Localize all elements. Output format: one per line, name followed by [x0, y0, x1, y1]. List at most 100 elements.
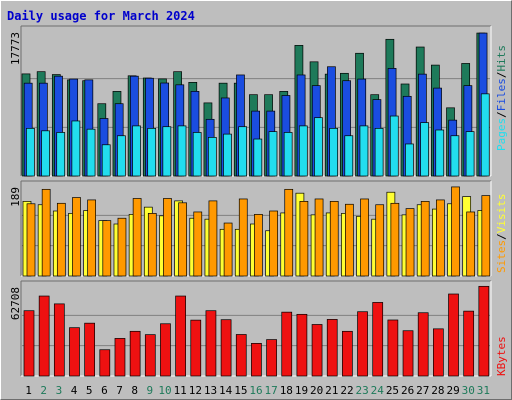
pages-bar [420, 122, 429, 177]
sites-bar [193, 211, 203, 277]
pages-bar [101, 144, 111, 177]
pages-bar [389, 115, 399, 177]
day-label: 8 [131, 384, 138, 397]
sites-visits-legend: Sites/Visits [495, 194, 508, 274]
day-label: 18 [280, 384, 293, 397]
sites-bar [420, 201, 430, 277]
chart-title: Daily usage for March 2024 [7, 9, 195, 23]
pages-bar [283, 132, 293, 177]
pages-bar [132, 125, 141, 177]
pages-bar [117, 135, 126, 177]
kbytes-bar [235, 334, 247, 377]
pages-bar [253, 138, 263, 177]
day-label: 12 [189, 384, 202, 397]
kbytes-bar [342, 330, 353, 377]
kbytes-bar [433, 328, 444, 377]
sites-bar [329, 201, 339, 277]
kbytes-bar [175, 295, 186, 377]
kbytes-bar [23, 310, 35, 377]
kbytes-bar [402, 330, 414, 377]
day-label: 7 [116, 384, 123, 397]
sites-bar [72, 197, 81, 277]
sites-ymax-label: 189 [9, 187, 22, 207]
sites-bar [163, 198, 172, 277]
day-label: 28 [431, 384, 444, 397]
pages-bar [465, 131, 475, 177]
kbytes-bar [311, 324, 323, 377]
day-label: 2 [40, 384, 47, 397]
sites-bar [360, 198, 369, 277]
day-label: 26 [401, 384, 414, 397]
sites-bar [132, 198, 142, 277]
kbytes-bar [144, 334, 156, 377]
day-label: 24 [371, 384, 385, 397]
kbytes-bar [463, 310, 475, 377]
sites-bar [56, 202, 66, 277]
pages-bar [147, 128, 157, 177]
day-label: 5 [86, 384, 93, 397]
pages-bar [207, 137, 217, 177]
sites-bar [41, 188, 51, 277]
pages-bar [450, 135, 460, 177]
kbytes-bar [69, 327, 80, 377]
pages-bar [71, 120, 81, 177]
kbytes-bar [417, 312, 429, 377]
day-label: 6 [101, 384, 108, 397]
day-label: 16 [249, 384, 262, 397]
kbytes-legend: KBytes [495, 336, 508, 376]
day-label: 3 [56, 384, 63, 397]
kbytes-bar [448, 293, 459, 377]
pages-bar [374, 128, 384, 177]
sites-bar [314, 198, 324, 277]
day-label: 10 [158, 384, 171, 397]
day-label: 25 [386, 384, 399, 397]
kbytes-bar [296, 313, 308, 377]
pages-bar [162, 126, 172, 177]
day-label: 9 [147, 384, 154, 397]
day-label: 27 [416, 384, 429, 397]
day-label: 19 [295, 384, 308, 397]
sites-bar [26, 203, 36, 277]
day-label: 15 [234, 384, 247, 397]
kbytes-bar [129, 330, 141, 377]
kbytes-bar [281, 311, 293, 377]
kbytes-bar [220, 319, 232, 377]
day-label: 22 [340, 384, 353, 397]
sites-bar [390, 202, 400, 277]
day-label: 17 [265, 384, 278, 397]
kbytes-bar [357, 311, 368, 377]
sites-bar [254, 214, 263, 277]
sites-bar [466, 211, 476, 277]
kbytes-bar [99, 349, 111, 377]
pages-bar [298, 125, 308, 177]
pages-bar [435, 129, 445, 177]
pages-bar [314, 117, 323, 177]
kbytes-bar [38, 295, 50, 377]
day-label: 1 [25, 384, 32, 397]
kbytes-bar [266, 339, 277, 377]
pages-bar [86, 128, 96, 177]
pages-bar [238, 126, 248, 177]
pages-bar [41, 130, 50, 177]
sites-bar [178, 202, 187, 277]
pages-bar [268, 131, 278, 177]
day-label: 30 [462, 384, 475, 397]
sites-bar [238, 198, 248, 277]
kbytes-bar [84, 322, 95, 377]
pages-bar [223, 133, 232, 177]
kbytes-bar [160, 323, 171, 377]
day-label: 23 [356, 384, 369, 397]
day-label: 4 [71, 384, 78, 397]
kbytes-ymax-label: 62708 [9, 287, 22, 320]
kbytes-bar [478, 285, 490, 377]
day-label: 29 [446, 384, 459, 397]
sites-bar [481, 195, 491, 277]
kbytes-bar [372, 302, 384, 377]
sites-bar [375, 204, 385, 277]
kbytes-bar [387, 319, 399, 377]
pages-bar [56, 132, 66, 177]
kbytes-bar [205, 310, 217, 377]
sites-bar [405, 208, 415, 277]
kbytes-bar [190, 319, 202, 377]
